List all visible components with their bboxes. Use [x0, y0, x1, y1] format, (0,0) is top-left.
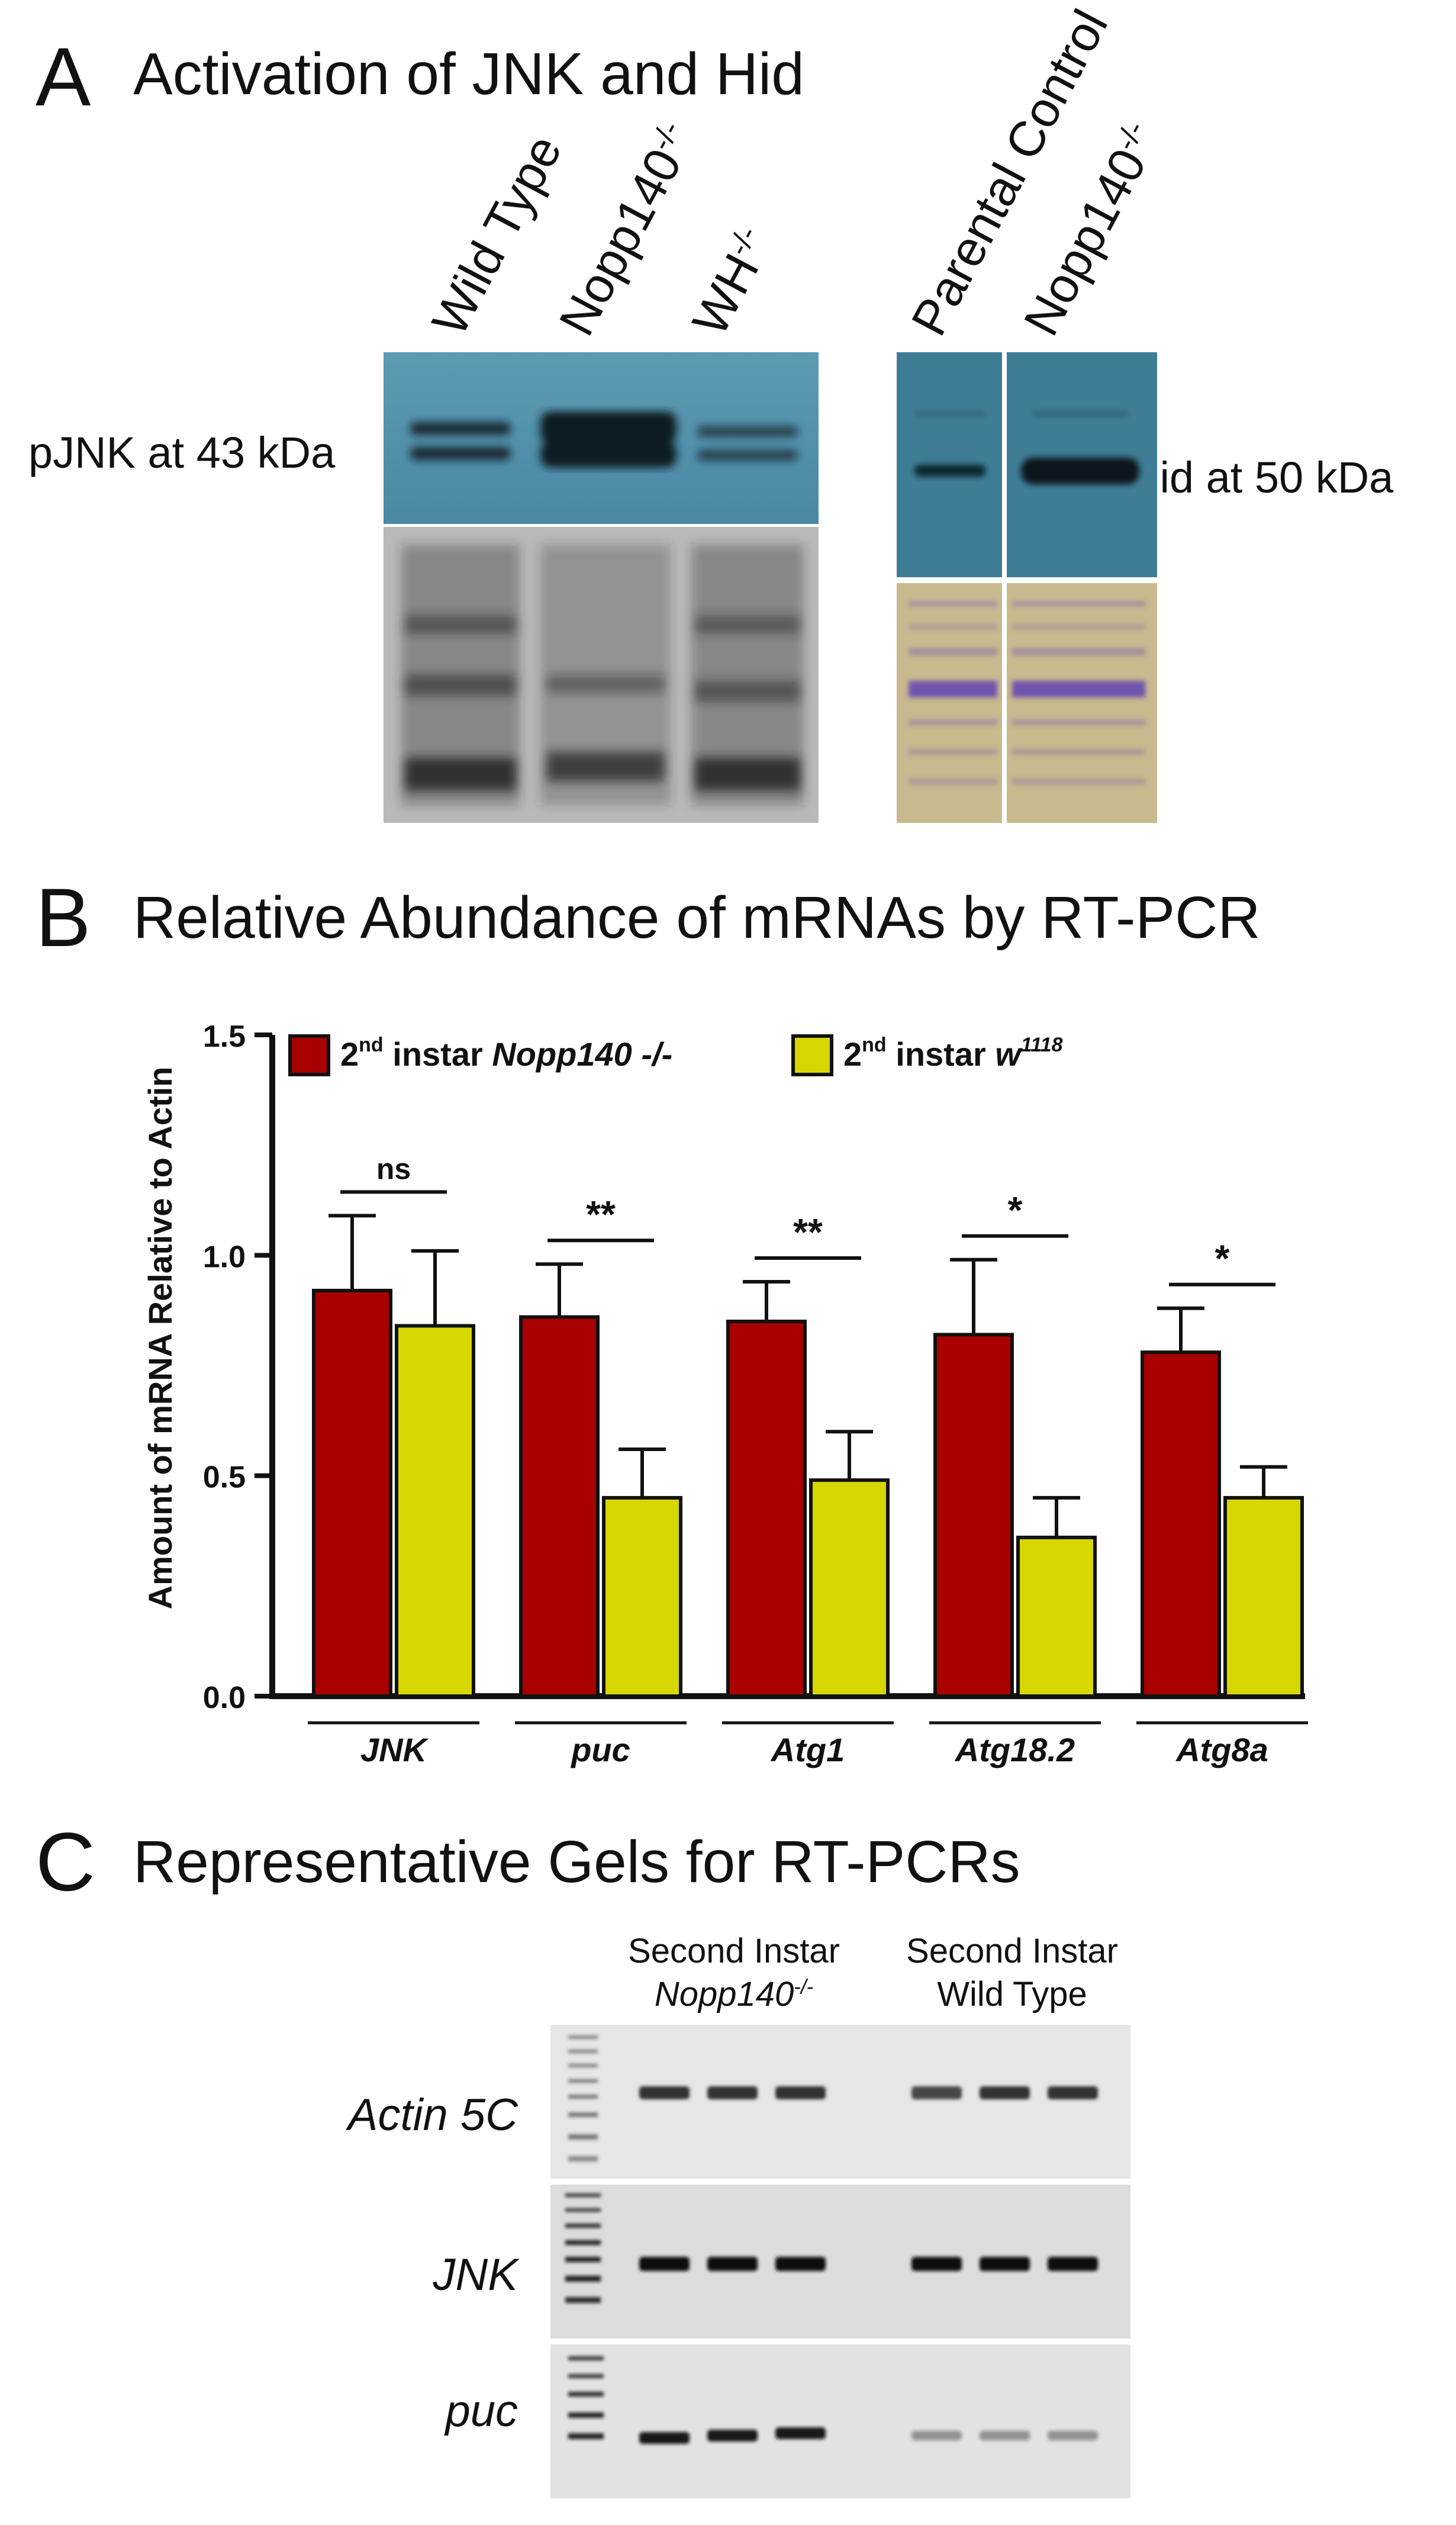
bar-Atg18.2-series-0	[933, 1333, 1014, 1698]
bar-JNK-series-0	[312, 1288, 392, 1698]
gel-jnk	[550, 2185, 1130, 2339]
category-label-Atg18.2: Atg18.2	[954, 1731, 1075, 1768]
category-label-puc: puc	[570, 1731, 630, 1768]
significance-label-Atg18.2: *	[1008, 1189, 1023, 1231]
gel-row-label-actin: Actin 5C	[347, 2090, 518, 2140]
significance-label-puc: **	[586, 1193, 616, 1236]
bar-JNK-series-1	[395, 1324, 475, 1698]
pjnk-western-blot	[384, 352, 819, 524]
gel-row-label-puc: puc	[445, 2386, 518, 2436]
significance-label-Atg1: **	[793, 1211, 823, 1253]
panel-a-letter: A	[36, 30, 91, 123]
pjnk-loading-control	[384, 527, 819, 823]
mrna-bar-chart: Amount of mRNA Relative to Actin 0.0 0.5 1…	[141, 1019, 1308, 1768]
pjnk-label: pJNK at 43 kDa	[28, 428, 336, 477]
y-tick-label: 1.0	[203, 1240, 246, 1274]
panel-a-title: Activation of JNK and Hid	[133, 41, 804, 107]
y-tick-label: 0.5	[203, 1461, 246, 1495]
rt-pcr-gels	[550, 2025, 1130, 2498]
lane-label-nopp140: Nopp140-/-	[548, 115, 692, 345]
lane-label-wild-type: Wild Type	[421, 126, 572, 345]
bar-Atg8a-series-1	[1223, 1495, 1304, 1699]
panel-b-title: Relative Abundance of mRNAs by RT-PCR	[133, 884, 1261, 951]
panel-c-title: Representative Gels for RT-PCRs	[133, 1829, 1020, 1895]
legend-label-w1118: 2nd instar w1118	[843, 1034, 1063, 1073]
gel-group-header-wild-type: Second Instar Wild Type	[906, 1932, 1118, 2013]
panel-c-letter: C	[36, 1815, 96, 1908]
significance-label-JNK: ns	[376, 1152, 411, 1185]
legend-swatch-nopp140	[288, 1034, 330, 1076]
panel-b-letter: B	[36, 871, 91, 964]
bar-puc-series-1	[602, 1495, 682, 1699]
y-tick-label: 0.0	[203, 1681, 246, 1715]
category-label-Atg1: Atg1	[770, 1731, 845, 1768]
legend-swatch-w1118	[791, 1034, 833, 1076]
y-tick-label: 1.5	[203, 1019, 246, 1054]
gel-puc	[550, 2344, 1130, 2498]
gel-actin	[550, 2025, 1130, 2179]
bar-Atg1-series-1	[809, 1478, 890, 1698]
bar-Atg1-series-0	[726, 1320, 807, 1698]
lane-label-wh: WH-/-	[681, 220, 770, 345]
legend-label-nopp140: 2nd instar Nopp140 -/-	[340, 1034, 672, 1073]
gel-group-header-nopp140: Second Instar Nopp140-/-	[628, 1932, 840, 2013]
hid-coomassie-stain	[897, 583, 1157, 823]
category-label-JNK: JNK	[360, 1731, 429, 1768]
gel-row-label-jnk: JNK	[433, 2250, 518, 2300]
bar-Atg8a-series-0	[1141, 1350, 1221, 1698]
bar-puc-series-0	[519, 1315, 600, 1698]
bar-Atg18.2-series-1	[1016, 1535, 1097, 1698]
y-axis-label: Amount of mRNA Relative to Actin	[141, 1067, 179, 1610]
category-label-Atg8a: Atg8a	[1175, 1731, 1268, 1768]
hid-label: Hid at 50 kDa	[1128, 453, 1394, 502]
hid-western-blot	[897, 352, 1157, 577]
significance-label-Atg8a: *	[1215, 1237, 1230, 1280]
